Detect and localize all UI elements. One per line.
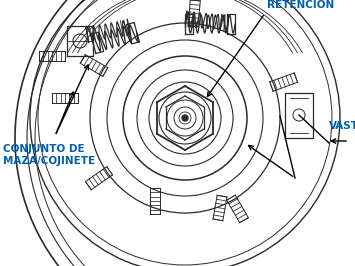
Text: TUERCA DE
RETENCION: TUERCA DE RETENCION [267,0,334,10]
Text: CONJUNTO DE
MAZA/COJINETE: CONJUNTO DE MAZA/COJINETE [3,144,95,167]
Circle shape [182,115,188,121]
Text: VASTAGO: VASTAGO [329,121,355,131]
